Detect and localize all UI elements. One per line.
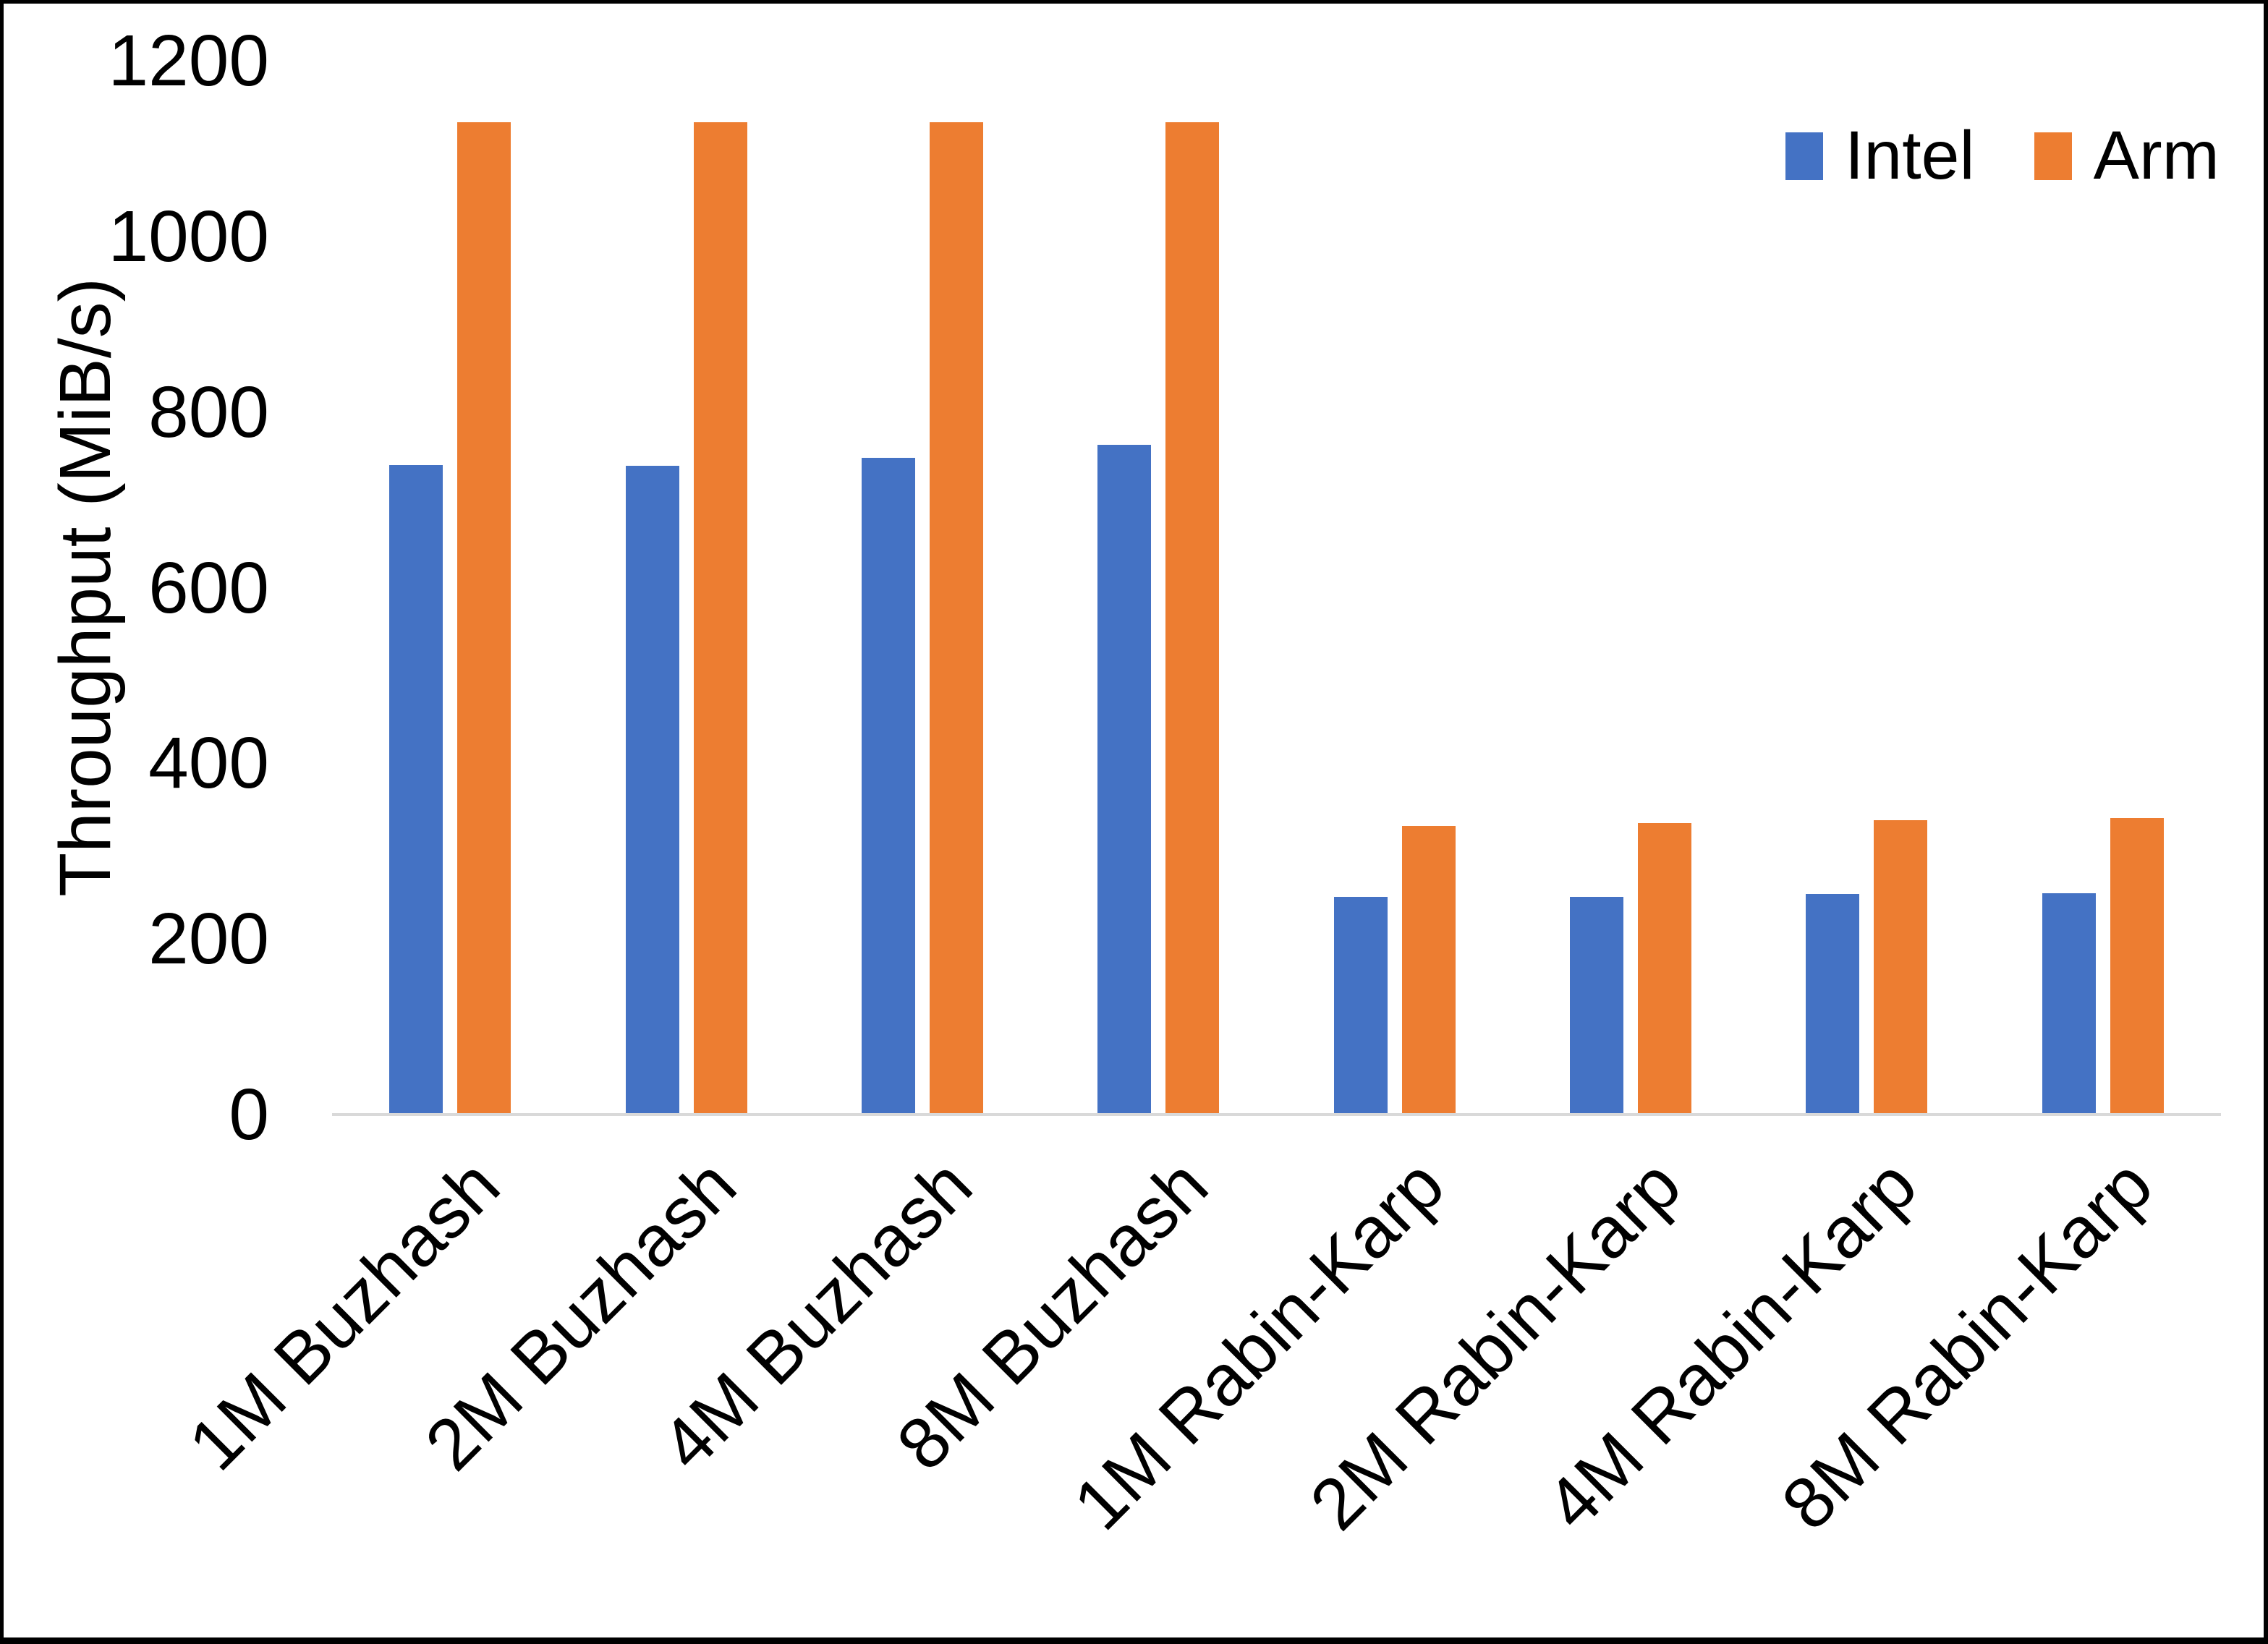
bars-layer (332, 61, 2221, 1115)
bar-intel-4m-rabin-karp (1806, 894, 1860, 1115)
bar-group-8m-rabin-karp (1985, 61, 2221, 1115)
bar-arm-1m-buzhash (457, 122, 511, 1115)
bar-group-4m-rabin-karp (1749, 61, 1984, 1115)
bar-intel-4m-buzhash (861, 457, 915, 1115)
legend-swatch-intel (1785, 132, 1823, 180)
x-axis-line (332, 1113, 2221, 1116)
legend: Intel Arm (1785, 122, 2220, 190)
bar-group-1m-rabin-karp (1277, 61, 1513, 1115)
bar-intel-8m-rabin-karp (2042, 893, 2096, 1115)
y-tick-200: 200 (148, 898, 269, 980)
legend-item-intel: Intel (1785, 122, 1975, 190)
legend-item-arm: Arm (2034, 122, 2220, 190)
bar-intel-1m-rabin-karp (1333, 896, 1388, 1115)
bar-group-8m-buzhash (1040, 61, 1276, 1115)
y-tick-0: 0 (229, 1074, 269, 1155)
y-tick-1200: 1200 (108, 20, 269, 101)
screenshot-border-left (0, 0, 4, 1644)
bar-group-2m-rabin-karp (1513, 61, 1749, 1115)
screenshot-border-top (0, 0, 2268, 4)
bar-arm-8m-buzhash (1165, 122, 1220, 1115)
bar-intel-1m-buzhash (389, 464, 443, 1115)
legend-label-arm: Arm (2093, 117, 2220, 194)
bar-intel-2m-rabin-karp (1570, 896, 1624, 1115)
bar-group-4m-buzhash (804, 61, 1040, 1115)
bar-arm-2m-rabin-karp (1638, 822, 1692, 1115)
legend-label-intel: Intel (1845, 117, 1975, 194)
bar-intel-8m-buzhash (1097, 444, 1152, 1115)
y-tick-1000: 1000 (108, 195, 269, 277)
bar-intel-2m-buzhash (625, 465, 679, 1115)
plot-area (332, 61, 2221, 1116)
y-tick-800: 800 (148, 371, 269, 453)
bar-arm-1m-rabin-karp (1401, 825, 1456, 1115)
y-tick-600: 600 (148, 547, 269, 629)
bar-group-2m-buzhash (568, 61, 804, 1115)
bar-arm-4m-buzhash (929, 122, 983, 1115)
legend-swatch-arm (2034, 132, 2072, 180)
bar-arm-4m-rabin-karp (1874, 820, 1928, 1115)
screenshot-border-bottom (0, 1637, 2268, 1644)
bar-arm-8m-rabin-karp (2110, 817, 2164, 1115)
bar-arm-2m-buzhash (693, 122, 747, 1115)
screenshot-border-right (2264, 0, 2268, 1644)
bar-group-1m-buzhash (332, 61, 568, 1115)
y-tick-400: 400 (148, 723, 269, 804)
